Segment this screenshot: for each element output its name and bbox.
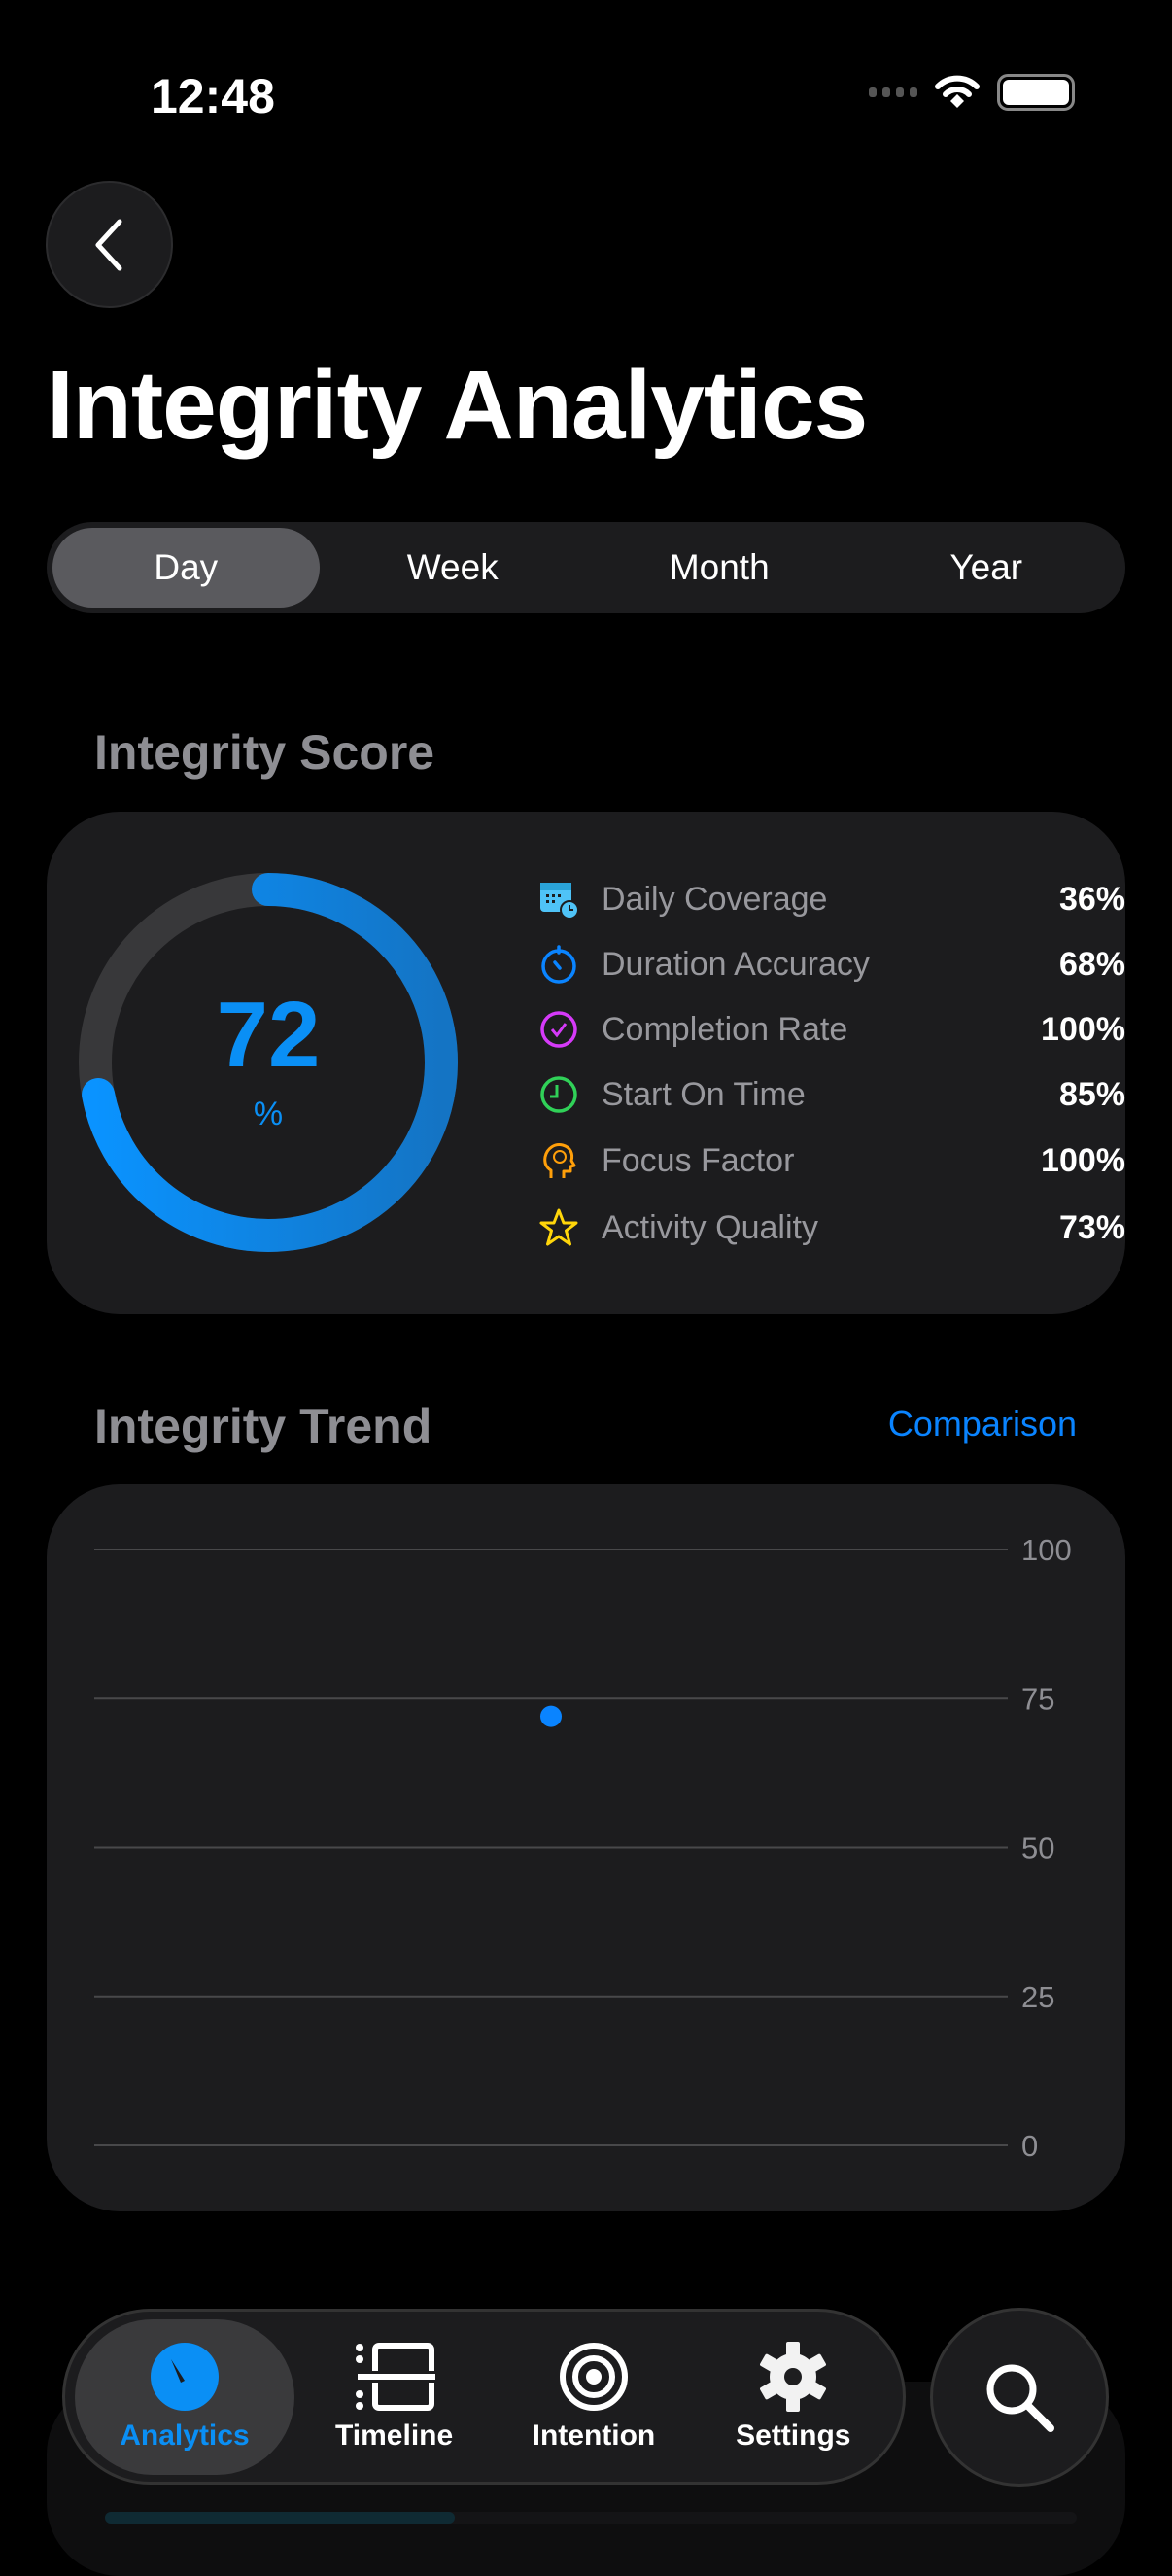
search-button[interactable]: [930, 2308, 1109, 2487]
y-tick-label: 50: [1021, 1831, 1054, 1865]
metric-row: Start On Time 85%: [537, 1065, 1125, 1124]
segment-week[interactable]: Week: [406, 547, 499, 587]
brain-head-icon: [543, 1143, 576, 1178]
timer-icon: [541, 945, 576, 984]
cellular-icon: [869, 87, 917, 97]
calendar-clock-icon: [540, 883, 579, 920]
tab-intention[interactable]: Intention: [494, 2319, 693, 2475]
metric-value: 100%: [1041, 1141, 1125, 1179]
chevron-left-icon: [95, 219, 121, 270]
tab-bar: Analytics Timeline Intention Settings: [62, 2309, 906, 2485]
tab-label: Settings: [736, 2419, 851, 2452]
segment-day[interactable]: Day: [52, 528, 320, 608]
score-unit: %: [253, 1096, 284, 1132]
gear-icon: [760, 2341, 827, 2412]
comparison-link[interactable]: Comparison: [887, 1404, 1077, 1444]
metric-value: 36%: [1058, 880, 1125, 918]
metric-row: Focus Factor 100%: [537, 1131, 1125, 1190]
breakdown-progress-fill: [105, 2512, 455, 2524]
metric-row: Activity Quality 73%: [537, 1199, 1125, 1257]
clock-icon: [540, 1076, 577, 1113]
checkmark-circle-icon: [540, 1011, 577, 1048]
status-time: 12:48: [151, 69, 275, 123]
metric-value: 85%: [1058, 1075, 1125, 1113]
period-segmented-control: Day Week Month Year: [47, 522, 1125, 613]
score-value: 72: [216, 983, 321, 1087]
trend-chart: 100 75 50 25 0: [94, 1533, 1072, 2163]
back-button[interactable]: [46, 181, 173, 308]
integrity-trend-card: 100 75 50 25 0: [47, 1484, 1125, 2211]
integrity-score-card: 72 % Daily Coverage 36% Duration Accurac…: [47, 812, 1125, 1314]
wifi-icon: [935, 75, 980, 108]
timeline-icon: [355, 2342, 435, 2411]
y-tick-label: 75: [1021, 1682, 1054, 1716]
metric-label: Start On Time: [602, 1075, 806, 1113]
star-icon: [539, 1208, 578, 1246]
metric-row: Completion Rate 100%: [537, 1000, 1125, 1059]
score-ring-fill: [79, 873, 458, 1252]
integrity-trend-heading: Integrity Trend: [94, 1399, 432, 1453]
data-point[interactable]: [540, 1705, 562, 1727]
y-tick-label: 100: [1021, 1533, 1072, 1567]
metric-label: Focus Factor: [602, 1141, 795, 1179]
tab-analytics[interactable]: Analytics: [75, 2318, 294, 2475]
tab-settings[interactable]: Settings: [694, 2319, 893, 2475]
segment-year[interactable]: Year: [949, 547, 1023, 587]
battery-icon: [997, 74, 1075, 111]
metric-value: 73%: [1058, 1208, 1125, 1246]
tab-label: Analytics: [120, 2419, 250, 2452]
metric-value: 68%: [1058, 945, 1125, 983]
metric-row: Duration Accuracy 68%: [537, 935, 1125, 993]
search-icon: [986, 2364, 1054, 2432]
metric-label: Duration Accuracy: [602, 945, 870, 983]
target-icon: [559, 2342, 628, 2411]
metric-row: Daily Coverage 36%: [537, 870, 1125, 928]
y-tick-label: 25: [1021, 1980, 1054, 2014]
segment-month[interactable]: Month: [669, 547, 770, 587]
status-icons: [869, 74, 1075, 111]
y-tick-label: 0: [1021, 2129, 1038, 2163]
page-title: Integrity Analytics: [47, 351, 868, 460]
metric-label: Daily Coverage: [602, 880, 828, 918]
tab-label: Timeline: [335, 2419, 454, 2452]
score-ring: [79, 873, 458, 1252]
tab-timeline[interactable]: Timeline: [294, 2319, 494, 2475]
integrity-score-heading: Integrity Score: [94, 725, 435, 780]
metric-label: Completion Rate: [602, 1010, 848, 1048]
metric-label: Activity Quality: [602, 1208, 818, 1246]
breakdown-progress-track: [105, 2512, 1077, 2524]
metric-value: 100%: [1041, 1010, 1125, 1048]
tab-label: Intention: [532, 2419, 656, 2452]
gauge-icon: [150, 2342, 219, 2411]
